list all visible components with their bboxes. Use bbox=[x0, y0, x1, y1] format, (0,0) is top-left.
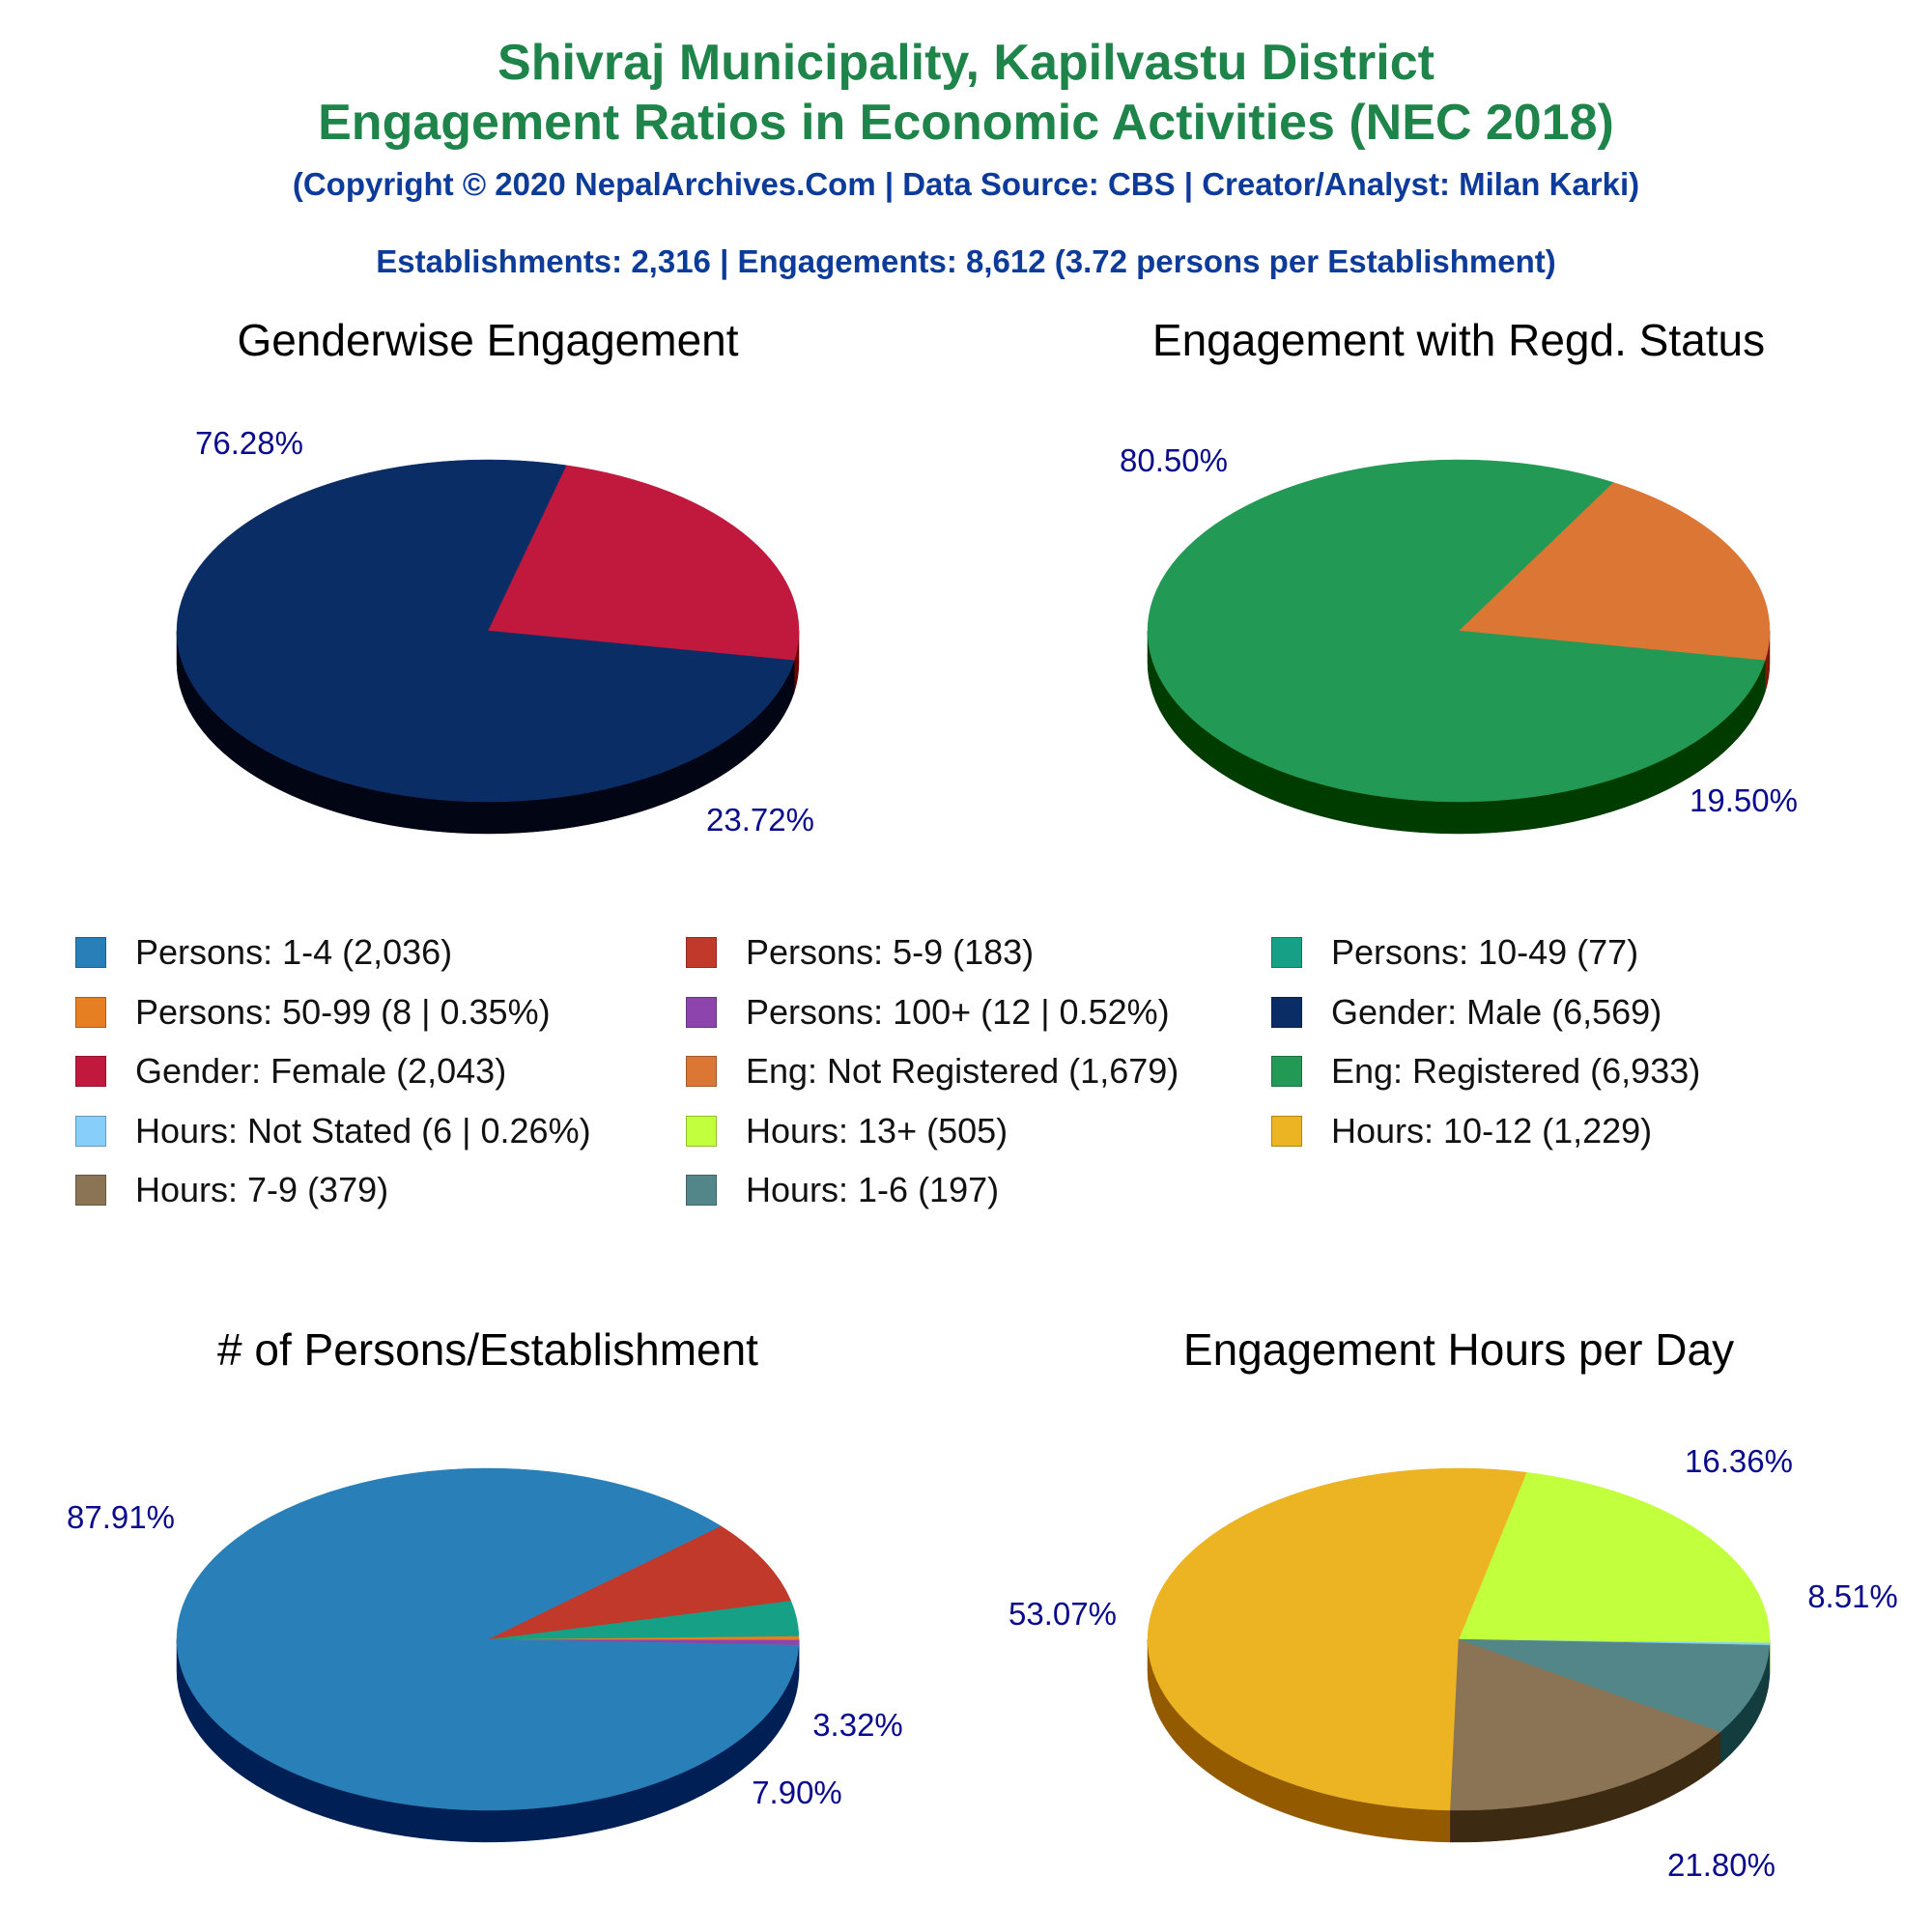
legend-item-hours-7-9: Hours: 7-9 (379) bbox=[75, 1170, 388, 1210]
pie-data-label-gender-female: 23.72% bbox=[706, 802, 814, 838]
chart-title-line-1: Shivraj Municipality, Kapilvastu Distric… bbox=[497, 35, 1435, 91]
legend-label: Hours: 13+ (505) bbox=[746, 1110, 1009, 1151]
legend-label: Hours: 1-6 (197) bbox=[746, 1170, 1000, 1209]
chart-title-line-2: Engagement Ratios in Economic Activities… bbox=[318, 95, 1614, 151]
legend-label: Persons: 1-4 (2,036) bbox=[135, 932, 453, 972]
legend-swatch bbox=[686, 1115, 717, 1147]
legend-item-eng-registered: Eng: Registered (6,933) bbox=[1271, 1051, 1700, 1092]
pie-slice-hours-10-12 bbox=[1147, 1467, 1527, 1811]
pie-data-label-hours-7-9: 16.36% bbox=[1685, 1443, 1793, 1479]
pie-slice-gender-male bbox=[176, 459, 795, 803]
legend-label: Gender: Male (6,569) bbox=[1331, 991, 1662, 1032]
legend-swatch bbox=[1271, 937, 1302, 968]
pie-chart-engagement-hours-per-day: Engagement Hours per Day 21.80% 53.07% 16.3… bbox=[1009, 1324, 1898, 1883]
legend-swatch bbox=[1271, 1056, 1302, 1087]
legend-item-persons-10-49: Persons: 10-49 (77) bbox=[1271, 932, 1638, 973]
pie-title: # of Persons/Establishment bbox=[217, 1324, 758, 1375]
pie-data-label-persons-5-9: 7.90% bbox=[752, 1775, 842, 1810]
legend-item-gender-female: Gender: Female (2,043) bbox=[75, 1051, 506, 1092]
pie-chart-genderwise-engagement: Genderwise Engagement 23.72% 76.28% bbox=[176, 315, 814, 838]
legend-label: Eng: Not Registered (1,679) bbox=[746, 1051, 1179, 1091]
legend-label: Gender: Female (2,043) bbox=[135, 1051, 507, 1091]
legend-item-hours-10-12: Hours: 10-12 (1,229) bbox=[1271, 1111, 1652, 1151]
legend-item-persons-1-4: Persons: 1-4 (2,036) bbox=[75, 932, 452, 973]
legend-label: Persons: 50-99 (8 | 0.35%) bbox=[135, 991, 551, 1032]
legend-label: Persons: 100+ (12 | 0.52%) bbox=[746, 991, 1170, 1032]
pie-slice-hours-13 bbox=[1458, 1471, 1771, 1643]
legend-item-persons-100: Persons: 100+ (12 | 0.52%) bbox=[686, 992, 1170, 1033]
legend-item-hours-1-6: Hours: 1-6 (197) bbox=[686, 1170, 999, 1210]
pie-chart-of-persons-establishment: # of Persons/Establishment 3.32% 7.90% 87.9… bbox=[67, 1324, 903, 1843]
legend-label: Hours: 10-12 (1,229) bbox=[1331, 1110, 1653, 1151]
legend-swatch bbox=[686, 1175, 717, 1206]
legend-label: Persons: 10-49 (77) bbox=[1331, 932, 1639, 972]
legend-swatch bbox=[75, 1056, 106, 1087]
legend-item-hours-13: Hours: 13+ (505) bbox=[686, 1111, 1008, 1151]
pie-data-label-persons-1-4: 87.91% bbox=[67, 1499, 175, 1535]
copyright-subtitle: (Copyright © 2020 NepalArchives.Com | Da… bbox=[292, 166, 1640, 202]
pie-data-label-eng-registered: 80.50% bbox=[1120, 442, 1228, 478]
legend-swatch bbox=[1271, 996, 1302, 1028]
legend-swatch bbox=[686, 996, 717, 1028]
pie-slice-persons-5-9 bbox=[487, 1525, 791, 1640]
pie-title: Engagement Hours per Day bbox=[1183, 1324, 1734, 1375]
pie-slice-eng-not-registered bbox=[1458, 482, 1771, 662]
legend-item-eng-not-registered: Eng: Not Registered (1,679) bbox=[686, 1051, 1179, 1092]
legend-item-gender-male: Gender: Male (6,569) bbox=[1271, 992, 1662, 1033]
pie-data-label-eng-not-registered: 19.50% bbox=[1690, 782, 1798, 818]
legend-label: Eng: Registered (6,933) bbox=[1331, 1051, 1701, 1091]
legend-swatch bbox=[1271, 1115, 1302, 1147]
pie-title: Engagement with Regd. Status bbox=[1152, 315, 1765, 365]
legend-item-persons-50-99: Persons: 50-99 (8 | 0.35%) bbox=[75, 992, 551, 1033]
pie-slice-eng-registered bbox=[1147, 459, 1766, 803]
pie-slice-hours-7-9 bbox=[1450, 1638, 1721, 1811]
legend-swatch bbox=[686, 937, 717, 968]
pie-data-label-gender-male: 76.28% bbox=[195, 425, 303, 461]
legend-swatch bbox=[75, 937, 106, 968]
legend-label: Hours: 7-9 (379) bbox=[135, 1170, 389, 1209]
pie-data-label-persons-10-49: 3.32% bbox=[812, 1707, 903, 1743]
legend-swatch bbox=[75, 1175, 106, 1206]
pie-chart-engagement-with-regd-status: Engagement with Regd. Status 19.50% 80.50% bbox=[1120, 315, 1798, 835]
legend-label: Hours: Not Stated (6 | 0.26%) bbox=[135, 1110, 591, 1151]
pie-slice-gender-female bbox=[487, 465, 800, 662]
pie-data-label-hours-10-12: 53.07% bbox=[1009, 1596, 1117, 1632]
pie-data-label-hours-13: 21.80% bbox=[1667, 1847, 1776, 1883]
legend-swatch bbox=[75, 1115, 106, 1147]
legend-label: Persons: 5-9 (183) bbox=[746, 932, 1035, 972]
legend-swatch bbox=[75, 996, 106, 1028]
pie-title: Genderwise Engagement bbox=[237, 315, 738, 365]
legend-swatch bbox=[686, 1056, 717, 1087]
pie-data-label-hours-1-6: 8.51% bbox=[1807, 1578, 1898, 1614]
legend-item-hours-not-stated: Hours: Not Stated (6 | 0.26%) bbox=[75, 1111, 591, 1151]
legend-item-persons-5-9: Persons: 5-9 (183) bbox=[686, 932, 1034, 973]
pie-slice-persons-1-4 bbox=[176, 1467, 800, 1811]
pie-slice-hours-1-6 bbox=[1458, 1638, 1771, 1732]
summary-line: Establishments: 2,316 | Engagements: 8,6… bbox=[376, 243, 1556, 279]
